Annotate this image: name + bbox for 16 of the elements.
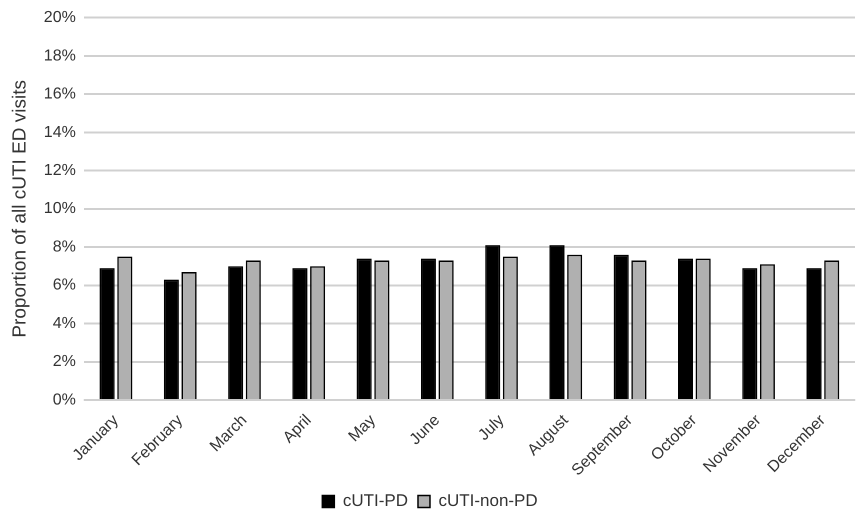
legend-label: cUTI-PD — [342, 491, 408, 510]
y-tick-label: 16% — [44, 86, 76, 103]
y-tick-label: 4% — [52, 314, 76, 332]
y-axis-title: Proportion of all cUTI ED visits — [10, 80, 31, 338]
x-tick-label: May — [346, 412, 379, 446]
x-tick-label: July — [475, 412, 508, 444]
y-tick-label: 8% — [52, 238, 76, 256]
y-tick-label: 20% — [44, 9, 76, 26]
y-tick-label: 12% — [44, 162, 76, 179]
y-tick-label: 14% — [44, 124, 76, 141]
y-tick-label: 18% — [44, 47, 76, 64]
y-tick-label: 0% — [52, 391, 76, 408]
y-tick-label: 10% — [44, 200, 76, 218]
y-tick-label: 2% — [52, 353, 76, 370]
legend-label: cUTI-non-PD — [438, 491, 538, 510]
y-tick-label: 6% — [52, 276, 76, 294]
